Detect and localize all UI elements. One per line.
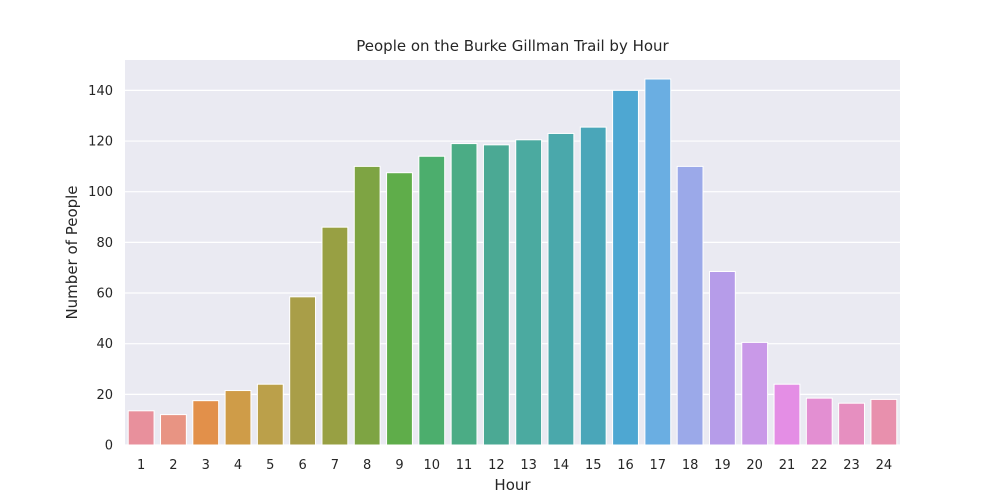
x-tick-label: 21	[779, 458, 796, 473]
bar-hour-15	[579, 126, 607, 446]
bar-hour-3	[192, 400, 220, 446]
bar-hour-4	[224, 390, 252, 446]
x-tick-label: 24	[876, 458, 893, 473]
x-tick-label: 4	[234, 458, 242, 473]
x-tick-label: 11	[456, 458, 473, 473]
x-tick-label: 14	[553, 458, 570, 473]
bar-hour-11	[450, 143, 478, 446]
bar-hour-21	[773, 383, 801, 446]
x-tick-label: 12	[488, 458, 505, 473]
x-tick-label: 13	[520, 458, 537, 473]
x-tick-label: 16	[617, 458, 634, 473]
x-tick-label: 23	[843, 458, 860, 473]
x-tick-label: 17	[650, 458, 667, 473]
x-tick-label: 9	[395, 458, 403, 473]
y-tick-label: 100	[88, 185, 113, 200]
bar-hour-12	[482, 144, 510, 446]
bar-hour-8	[353, 165, 381, 446]
bar-hour-20	[741, 341, 769, 446]
bar-hour-24	[870, 398, 898, 446]
y-tick-label: 140	[88, 84, 113, 99]
bars	[127, 78, 898, 446]
bar-hour-7	[321, 226, 349, 446]
grid-lines	[125, 89, 900, 446]
x-tick-label: 15	[585, 458, 602, 473]
x-tick-label: 7	[331, 458, 339, 473]
bar-hour-22	[805, 397, 833, 446]
chart-title: People on the Burke Gillman Trail by Hou…	[356, 37, 669, 55]
x-tick-labels: 1 2 3 4 5 6 7 8 9 10 11 12 13 14 15 16 17 18 19 20 21 22 23 24	[137, 458, 892, 473]
bar-hour-5	[256, 383, 284, 446]
y-tick-label: 40	[96, 337, 113, 352]
y-tick-label: 60	[96, 287, 113, 302]
y-tick-labels: 0 20 40 60 80 100 120 140	[88, 84, 113, 454]
bar-hour-13	[515, 139, 543, 446]
plot-background	[125, 60, 900, 445]
y-tick-label: 120	[88, 135, 113, 150]
bar-hour-9	[386, 172, 413, 446]
x-axis-label: Hour	[494, 476, 531, 494]
bar-hour-2	[160, 414, 187, 446]
y-axis-label: Number of People	[63, 185, 81, 319]
bar-hour-23	[838, 402, 865, 446]
y-tick-label: 80	[96, 236, 113, 251]
bar-hour-14	[547, 132, 575, 446]
bar-hour-6	[289, 296, 317, 446]
bar-hour-17	[644, 78, 672, 446]
bar-hour-16	[612, 89, 639, 446]
x-tick-label: 22	[811, 458, 828, 473]
x-tick-label: 18	[682, 458, 699, 473]
y-tick-label: 0	[105, 439, 113, 454]
x-tick-label: 5	[266, 458, 274, 473]
bar-hour-19	[708, 270, 736, 446]
bar-hour-10	[418, 155, 446, 446]
bar-hour-18	[676, 165, 704, 446]
bar-hour-1	[127, 410, 155, 446]
y-tick-label: 20	[96, 388, 113, 403]
x-tick-label: 6	[298, 458, 306, 473]
x-tick-label: 20	[746, 458, 763, 473]
x-tick-label: 1	[137, 458, 145, 473]
x-tick-label: 10	[423, 458, 440, 473]
x-tick-label: 8	[363, 458, 371, 473]
x-tick-label: 2	[169, 458, 177, 473]
x-tick-label: 3	[202, 458, 210, 473]
x-tick-label: 19	[714, 458, 731, 473]
